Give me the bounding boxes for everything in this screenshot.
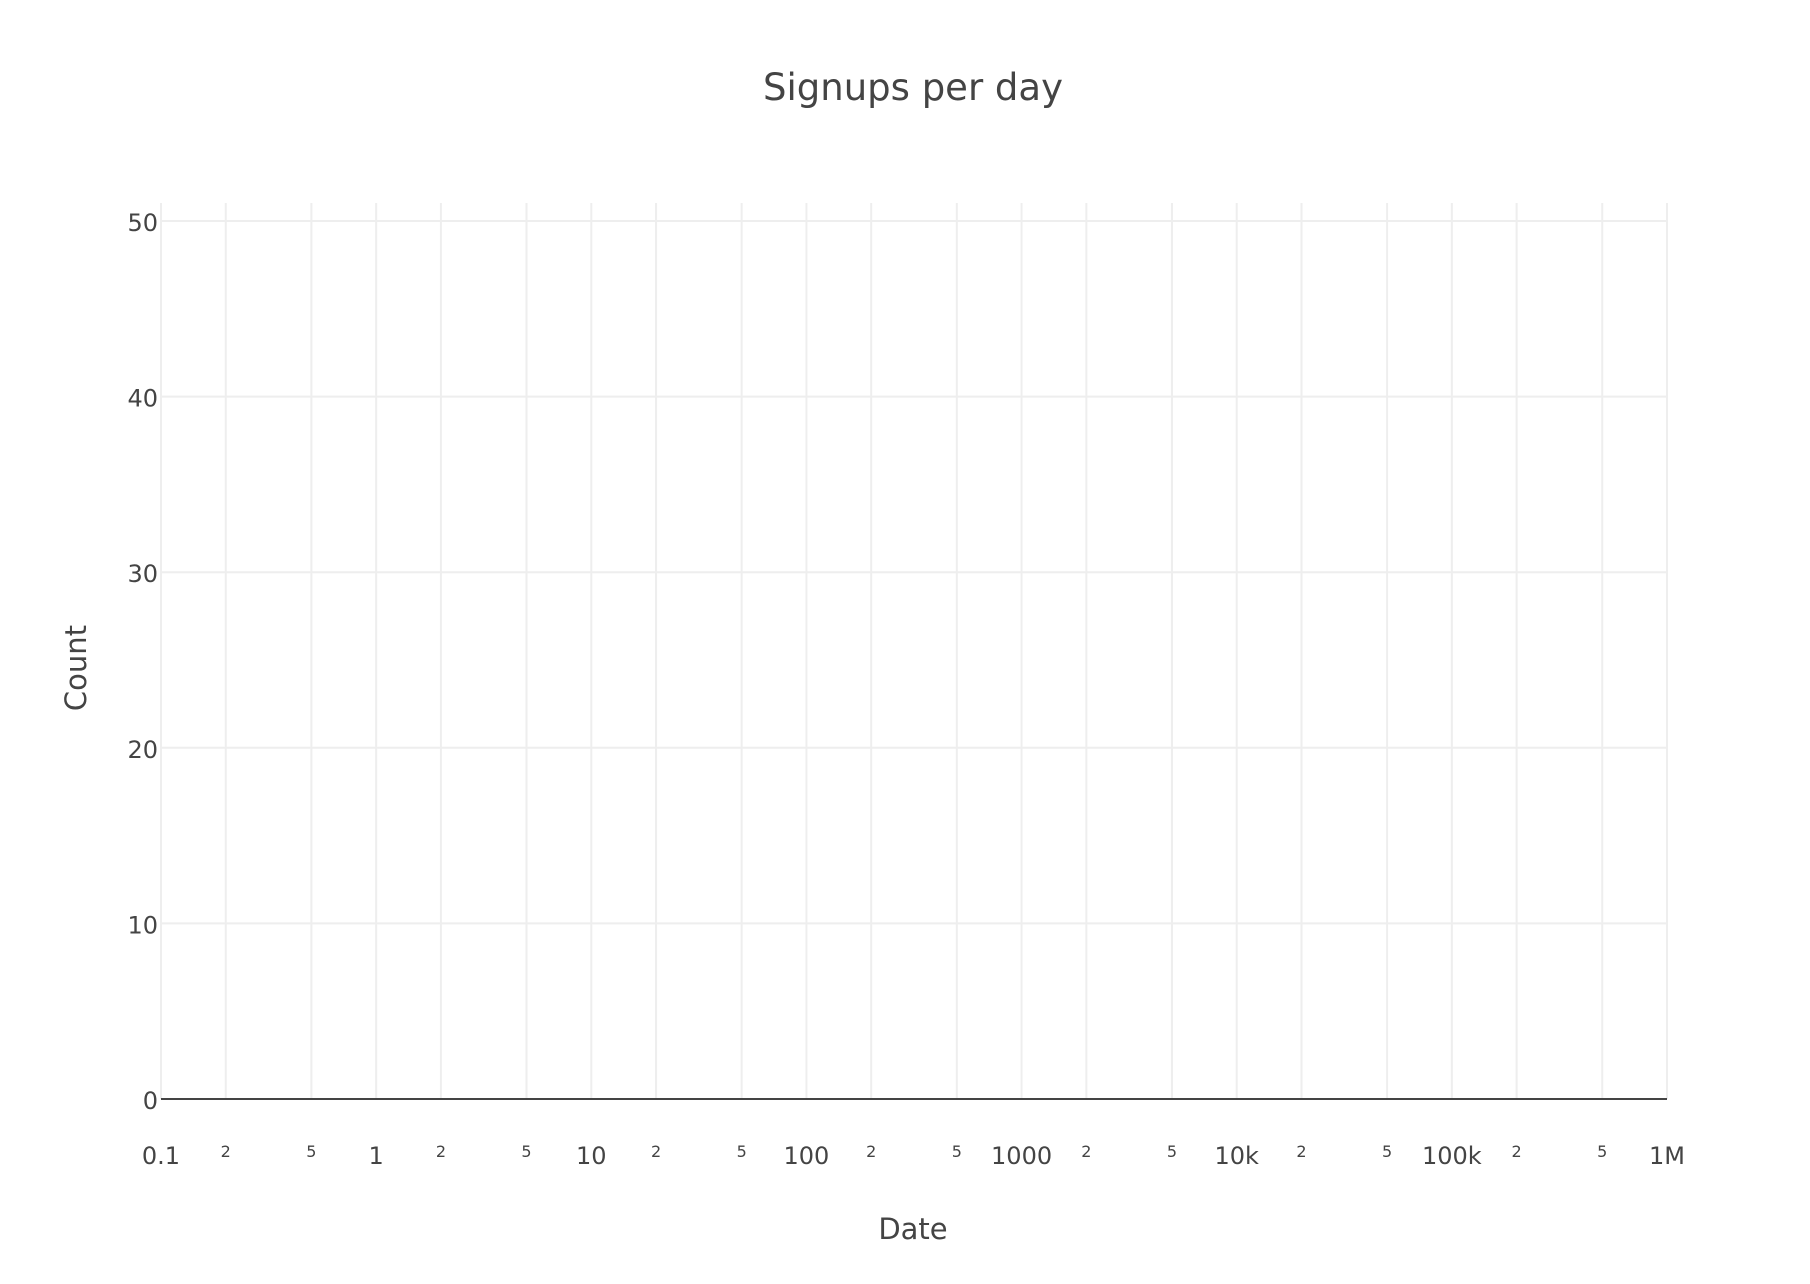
y-tick-label-40: 40 [127,385,158,413]
x-minor-tick-label-50000: 5 [1382,1142,1392,1161]
x-minor-tick-label-200000: 2 [1512,1142,1522,1161]
y-tick-label-10: 10 [127,911,158,939]
x-axis-label: Date [878,1212,947,1246]
axis-layer: 0 10 20 30 40 50 0.1 1 10 100 1000 10k 100k 1M 2 5 2 5 2 5 2… [127,209,1685,1170]
x-major-tick-label-0_1: 0.1 [142,1142,180,1170]
x-minor-tick-label-200: 2 [866,1142,876,1161]
x-minor-tick-label-5000: 5 [1167,1142,1177,1161]
y-tick-label-50: 50 [127,209,158,237]
x-minor-tick-label-2000: 2 [1081,1142,1091,1161]
x-major-tick-label-1000: 1000 [991,1142,1052,1170]
x-major-tick-label-1: 1 [369,1142,384,1170]
x-minor-tick-label-0_5: 5 [306,1142,316,1161]
y-axis-label: Count [59,625,93,711]
x-major-tick-label-10: 10 [576,1142,607,1170]
grid-layer [160,203,1668,1099]
x-minor-tick-label-50: 5 [737,1142,747,1161]
x-minor-tick-label-500: 5 [952,1142,962,1161]
x-minor-tick-label-500000: 5 [1597,1142,1607,1161]
x-minor-tick-label-20: 2 [651,1142,661,1161]
x-minor-tick-label-5: 5 [521,1142,531,1161]
y-tick-label-20: 20 [127,736,158,764]
chart-title: Signups per day [763,66,1063,109]
x-minor-tick-label-0_2: 2 [221,1142,231,1161]
x-major-tick-label-100000: 100k [1422,1142,1482,1170]
x-major-tick-label-100: 100 [784,1142,830,1170]
x-major-tick-label-1000000: 1M [1649,1142,1685,1170]
y-tick-label-0: 0 [143,1087,158,1115]
y-tick-label-30: 30 [127,560,158,588]
x-major-tick-label-10000: 10k [1214,1142,1259,1170]
x-minor-tick-label-2: 2 [436,1142,446,1161]
x-minor-tick-label-20000: 2 [1296,1142,1306,1161]
